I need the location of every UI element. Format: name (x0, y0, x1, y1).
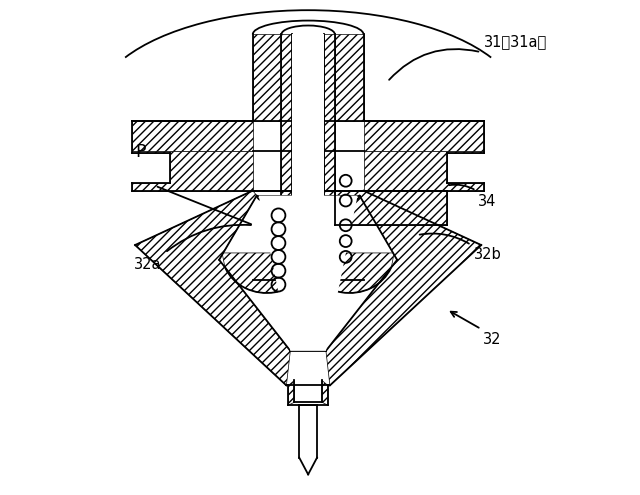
Polygon shape (335, 191, 447, 225)
Polygon shape (132, 151, 253, 191)
Text: 31（31a）: 31（31a） (484, 34, 547, 49)
Polygon shape (364, 151, 484, 191)
Polygon shape (132, 121, 253, 151)
Text: 32: 32 (483, 332, 502, 347)
Polygon shape (282, 35, 292, 280)
Polygon shape (253, 35, 282, 121)
Text: 34: 34 (478, 194, 497, 208)
Polygon shape (135, 191, 291, 386)
Polygon shape (335, 35, 364, 121)
Polygon shape (289, 381, 294, 405)
Polygon shape (326, 191, 481, 386)
Polygon shape (322, 381, 328, 405)
Polygon shape (222, 253, 311, 293)
Polygon shape (292, 35, 324, 280)
Polygon shape (259, 196, 358, 351)
Text: 32a: 32a (134, 257, 162, 272)
Polygon shape (305, 253, 394, 293)
Polygon shape (364, 121, 484, 151)
Polygon shape (324, 35, 335, 280)
Text: P: P (135, 143, 145, 161)
Text: 32b: 32b (474, 247, 502, 262)
